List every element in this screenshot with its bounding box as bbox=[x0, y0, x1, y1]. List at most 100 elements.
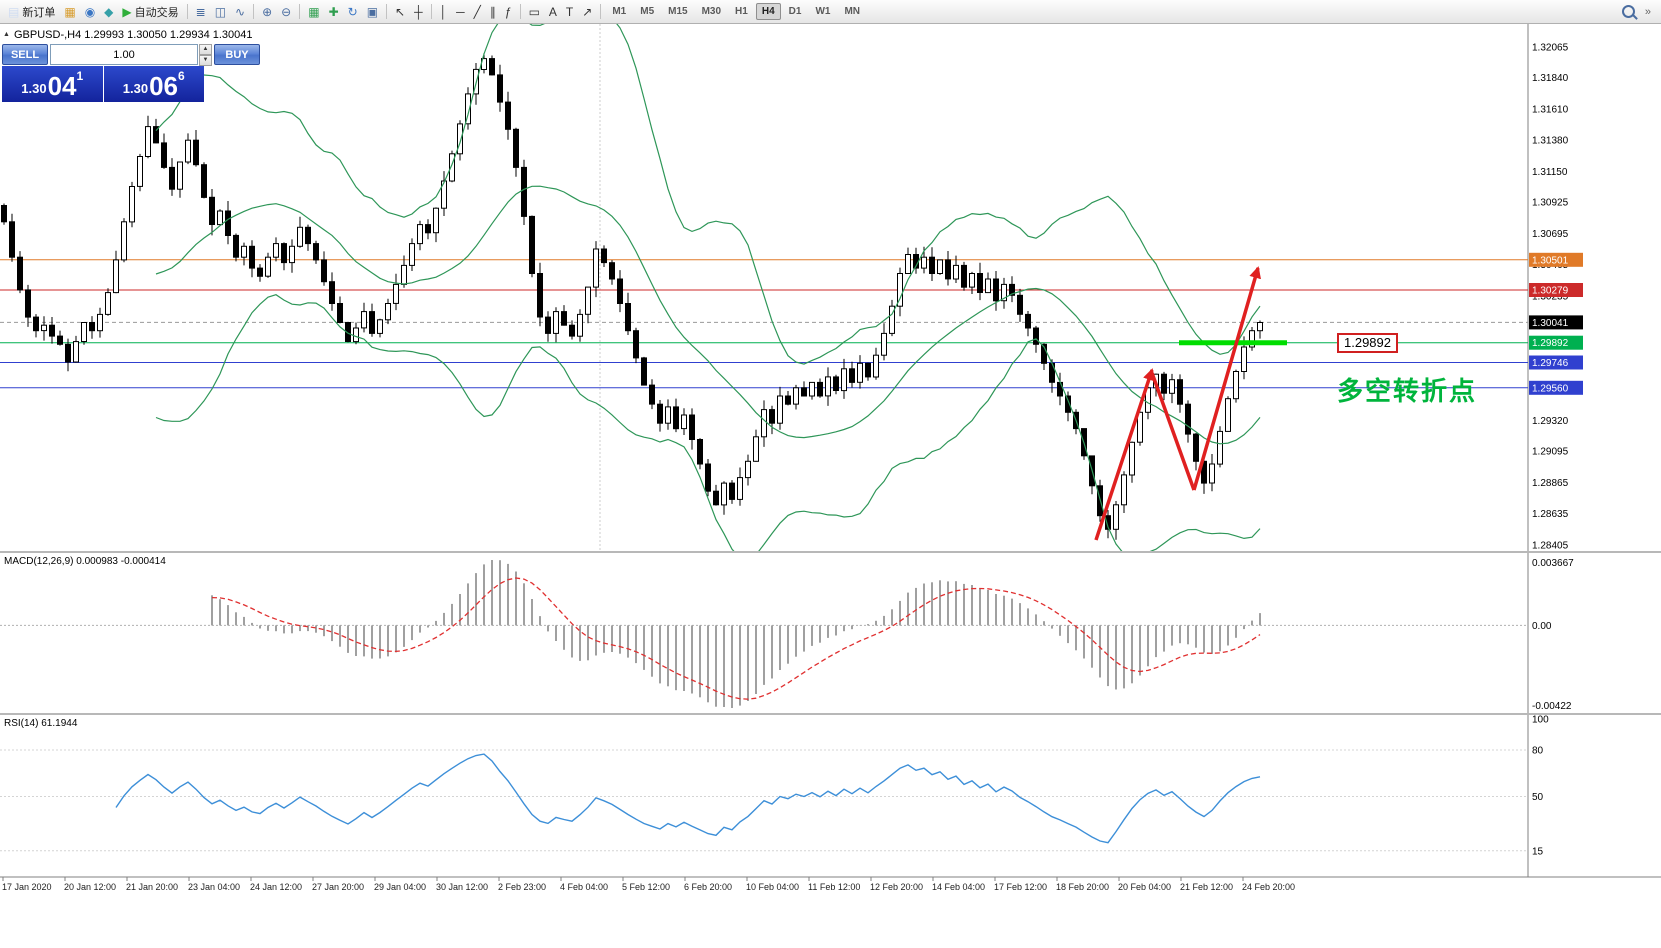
indicators-icon[interactable]: ✚ bbox=[325, 4, 343, 20]
time-axis-label: 4 Feb 04:00 bbox=[560, 882, 608, 892]
trendline-icon[interactable]: ╱ bbox=[470, 4, 485, 20]
line-chart-icon[interactable]: ∿ bbox=[231, 4, 249, 20]
chart-title: GBPUSD-,H4 1.29993 1.30050 1.29934 1.300… bbox=[14, 29, 253, 41]
timeframe-mn-button[interactable]: MN bbox=[844, 6, 860, 17]
price-badge-label: 1.30501 bbox=[1532, 255, 1569, 266]
sell-button[interactable]: SELL bbox=[2, 44, 48, 65]
timeframe-h1-button[interactable]: H1 bbox=[735, 6, 748, 17]
toolbar-separator bbox=[299, 4, 301, 19]
price-annotation-label: 1.29892 bbox=[1337, 333, 1398, 353]
price-badge bbox=[1529, 315, 1583, 330]
mql5-market-icon[interactable]: ▦ bbox=[60, 4, 79, 20]
toolbar-separator bbox=[186, 4, 188, 19]
price-axis-label: 1.31150 bbox=[1532, 167, 1568, 178]
rsi-axis-label: 50 bbox=[1532, 792, 1544, 803]
sell-price-pipette: 1 bbox=[76, 69, 84, 83]
macd-histogram bbox=[211, 560, 1261, 708]
rsi-axis-label: 80 bbox=[1532, 746, 1544, 757]
auto-trading-button-glyph: ▶ bbox=[122, 4, 132, 19]
candles-group bbox=[1, 53, 1263, 540]
price-badge-label: 1.29560 bbox=[1532, 383, 1569, 394]
buy-button[interactable]: BUY bbox=[214, 44, 260, 65]
time-axis-label: 21 Jan 20:00 bbox=[126, 882, 178, 892]
price-axis-label: 1.30925 bbox=[1532, 198, 1569, 209]
text-label-icon[interactable]: T bbox=[562, 4, 577, 20]
new-order-button[interactable]: ▤ 新订单 bbox=[4, 2, 59, 22]
overflow-chevron-icon[interactable]: » bbox=[1644, 5, 1651, 18]
vertical-line-icon[interactable]: │ bbox=[436, 4, 452, 20]
timeframe-w1-button[interactable]: W1 bbox=[815, 6, 831, 17]
lot-decrease-button[interactable]: ▼ bbox=[199, 55, 212, 66]
candlestick-chart-icon[interactable]: ◫ bbox=[211, 4, 230, 20]
toolbar-separator bbox=[253, 4, 255, 19]
timeframe-m15-button[interactable]: M15 bbox=[668, 6, 688, 17]
bollinger-upper-band bbox=[155, 24, 1261, 365]
time-axis-label: 20 Feb 04:00 bbox=[1118, 882, 1171, 892]
lot-input[interactable] bbox=[50, 44, 198, 65]
trend-arrow bbox=[1192, 266, 1261, 491]
tile-windows-icon[interactable]: ▦ bbox=[304, 4, 323, 20]
lot-spinner[interactable]: ▲ ▼ bbox=[199, 44, 212, 66]
fibonacci-icon[interactable]: ƒ bbox=[501, 4, 516, 20]
community-icon[interactable]: ◉ bbox=[81, 4, 99, 20]
channel-icon[interactable]: ∥ bbox=[486, 4, 500, 20]
price-axis-label: 1.28865 bbox=[1532, 478, 1569, 489]
buy-price-display[interactable]: 1.30 06 6 bbox=[103, 66, 204, 102]
shapes-icon[interactable]: ▭ bbox=[525, 4, 544, 20]
search-icon[interactable] bbox=[1621, 5, 1635, 18]
indicators-icon-glyph: ✚ bbox=[328, 4, 339, 19]
sell-price-display[interactable]: 1.30 04 1 bbox=[2, 66, 103, 102]
fibonacci-icon-glyph: ƒ bbox=[504, 4, 512, 19]
refresh-icon[interactable]: ↻ bbox=[344, 4, 362, 20]
rsi-axis-label: 15 bbox=[1532, 846, 1544, 857]
buy-price-pipette: 6 bbox=[178, 69, 185, 83]
one-click-collapse-arrow[interactable]: ▲ bbox=[3, 31, 10, 38]
channel-icon-glyph: ∥ bbox=[489, 4, 496, 19]
virtual-hosting-icon-glyph: ◆ bbox=[104, 4, 114, 19]
trend-arrow bbox=[1150, 372, 1196, 491]
auto-trading-button[interactable]: ▶ 自动交易 bbox=[118, 2, 182, 22]
time-axis-label: 30 Jan 12:00 bbox=[436, 882, 488, 892]
toolbar-separator bbox=[386, 4, 388, 19]
time-axis-label: 23 Jan 04:00 bbox=[188, 882, 240, 892]
time-axis-label: 17 Feb 12:00 bbox=[994, 882, 1047, 892]
horizontal-line-icon[interactable]: ─ bbox=[452, 4, 469, 20]
mql5-market-icon-glyph: ▦ bbox=[64, 4, 76, 19]
auto-trading-button-label: 自动交易 bbox=[134, 6, 179, 19]
bar-chart-icon-glyph: ≣ bbox=[195, 4, 206, 19]
lot-size-control[interactable]: ▲ ▼ bbox=[50, 44, 212, 66]
rsi-line bbox=[115, 753, 1261, 844]
toolbar-right: » bbox=[1621, 5, 1657, 18]
virtual-hosting-icon[interactable]: ◆ bbox=[100, 4, 117, 20]
toolbar-separator bbox=[430, 4, 432, 19]
new-order-button-glyph: ▤ bbox=[8, 4, 20, 19]
timeframe-h4-button[interactable]: H4 bbox=[755, 3, 781, 20]
cursor-icon[interactable]: ↖ bbox=[391, 4, 409, 20]
lot-increase-button[interactable]: ▲ bbox=[199, 44, 212, 55]
timeframe-m1-button[interactable]: M1 bbox=[612, 6, 627, 17]
refresh-icon-glyph: ↻ bbox=[347, 4, 358, 19]
crosshair-icon[interactable]: ┼ bbox=[410, 4, 427, 20]
new-chart-icon-glyph: ▣ bbox=[366, 4, 379, 19]
bollinger-lower-band bbox=[155, 294, 1261, 551]
timeframe-m30-button[interactable]: M30 bbox=[701, 6, 722, 17]
new-chart-icon[interactable]: ▣ bbox=[363, 4, 382, 20]
price-axis-label: 1.28635 bbox=[1532, 509, 1569, 520]
price-axis-label: 1.29320 bbox=[1532, 416, 1569, 427]
toolbar-separator bbox=[519, 4, 521, 19]
time-axis-label: 5 Feb 12:00 bbox=[622, 882, 670, 892]
arrows-tool-icon[interactable]: ↗ bbox=[578, 4, 596, 20]
bar-chart-icon[interactable]: ≣ bbox=[192, 4, 210, 20]
zoom-out-icon[interactable]: ⊖ bbox=[277, 4, 295, 20]
price-badge-label: 1.29892 bbox=[1532, 338, 1569, 349]
text-icon-glyph: A bbox=[548, 4, 557, 19]
timeframe-d1-button[interactable]: D1 bbox=[788, 6, 802, 17]
time-axis-label: 10 Feb 04:00 bbox=[746, 882, 799, 892]
text-icon[interactable]: A bbox=[545, 4, 561, 20]
macd-indicator-label: MACD(12,26,9) 0.000983 -0.000414 bbox=[4, 556, 166, 567]
zoom-in-icon[interactable]: ⊕ bbox=[258, 4, 276, 20]
crosshair-icon-glyph: ┼ bbox=[414, 4, 423, 19]
timeframe-m5-button[interactable]: M5 bbox=[640, 6, 655, 17]
